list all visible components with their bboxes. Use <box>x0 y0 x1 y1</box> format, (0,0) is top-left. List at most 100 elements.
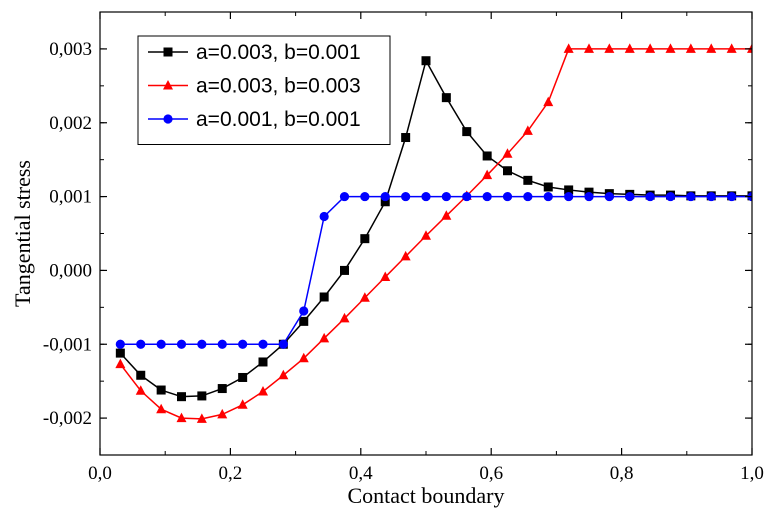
data-point <box>604 43 615 53</box>
data-point <box>115 339 125 349</box>
data-point <box>217 339 227 349</box>
data-point <box>523 191 533 202</box>
data-point <box>115 358 126 369</box>
data-point <box>645 191 655 202</box>
x-tick-label: 0,6 <box>479 463 503 484</box>
data-point <box>197 339 207 349</box>
data-point <box>584 191 594 202</box>
x-tick-label: 0,8 <box>610 463 634 484</box>
data-point <box>685 43 696 53</box>
x-tick-label: 1,0 <box>740 463 764 484</box>
data-point <box>197 391 207 401</box>
data-point <box>136 370 146 380</box>
data-point <box>401 133 411 143</box>
x-axis-title: Contact boundary <box>347 483 504 508</box>
data-point <box>665 43 676 53</box>
data-point <box>482 151 492 161</box>
data-point <box>299 306 309 316</box>
data-point <box>543 96 554 107</box>
data-point <box>686 191 696 202</box>
data-point <box>462 127 472 137</box>
data-point <box>339 191 350 202</box>
legend-swatch-marker <box>163 80 173 90</box>
data-point <box>156 403 167 414</box>
data-point <box>156 385 166 395</box>
data-point <box>360 191 370 202</box>
data-point <box>503 166 512 176</box>
data-point <box>401 191 411 202</box>
data-point <box>339 312 350 323</box>
data-point <box>482 169 493 180</box>
data-point <box>136 339 146 349</box>
legend: a=0.003, b=0.001 a=0.003, b=0.003 a=0.001,… <box>137 35 391 145</box>
x-tick-label: 0,2 <box>219 463 243 484</box>
data-point <box>747 43 752 53</box>
data-point <box>237 399 248 409</box>
data-point <box>135 385 146 395</box>
data-point <box>176 339 187 349</box>
data-point <box>258 357 268 367</box>
y-axis-title: Tangential stress <box>10 160 35 307</box>
data-point <box>523 175 533 185</box>
series-layer <box>115 43 752 423</box>
y-tick-label: -0,002 <box>43 408 92 429</box>
data-point <box>502 148 513 158</box>
data-point <box>359 292 370 302</box>
data-point <box>258 386 268 396</box>
data-point <box>217 384 227 394</box>
data-point <box>319 211 329 222</box>
y-tick-label: 0,001 <box>49 187 92 208</box>
data-point <box>196 413 207 423</box>
data-point <box>177 392 186 402</box>
data-point <box>441 93 451 103</box>
data-point <box>156 339 166 349</box>
data-point <box>299 316 309 326</box>
data-point <box>625 191 635 202</box>
data-point <box>706 191 716 202</box>
data-point <box>360 234 370 244</box>
data-point <box>380 271 391 282</box>
data-point <box>217 408 228 419</box>
x-tick-label: 0,4 <box>349 463 373 484</box>
data-point <box>441 191 451 202</box>
data-point <box>543 191 553 202</box>
legend-swatch-marker <box>163 114 173 124</box>
series-line <box>120 195 752 345</box>
legend-label: a=0.003, b=0.003 <box>196 75 361 98</box>
data-point <box>665 191 676 202</box>
series-3 <box>115 191 752 349</box>
data-point <box>298 352 309 363</box>
data-point <box>340 265 349 275</box>
legend-swatch-marker <box>163 47 173 57</box>
legend-label: a=0.003, b=0.001 <box>196 41 361 64</box>
ticks-layer: 0,0 0,2 0,4 0,6 0,8 1,0 -0,002 -0,001 0,000 0,001… <box>43 11 764 484</box>
data-point <box>421 230 431 240</box>
data-point <box>564 191 574 202</box>
y-tick-label: -0,001 <box>43 334 92 355</box>
data-point <box>604 191 614 202</box>
legend-label: a=0.001, b=0.001 <box>196 108 361 131</box>
y-tick-label: 0,002 <box>49 113 92 134</box>
data-point <box>441 210 452 220</box>
x-tick-label: 0,0 <box>88 463 112 484</box>
data-point <box>482 191 492 202</box>
data-point <box>462 191 472 202</box>
data-point <box>380 191 390 202</box>
y-tick-label: 0,000 <box>49 260 92 281</box>
data-point <box>645 43 656 53</box>
data-point <box>278 339 288 349</box>
data-point <box>522 125 533 135</box>
data-point <box>258 339 268 349</box>
data-point <box>400 250 411 261</box>
data-point <box>564 185 574 195</box>
data-point <box>727 191 737 202</box>
data-point <box>421 191 431 202</box>
legend-box <box>137 35 391 145</box>
data-point <box>584 43 594 53</box>
series-line <box>119 48 752 420</box>
data-point <box>115 348 125 358</box>
data-point <box>319 292 329 302</box>
y-tick-label: 0,003 <box>49 39 92 60</box>
data-point <box>238 339 248 349</box>
